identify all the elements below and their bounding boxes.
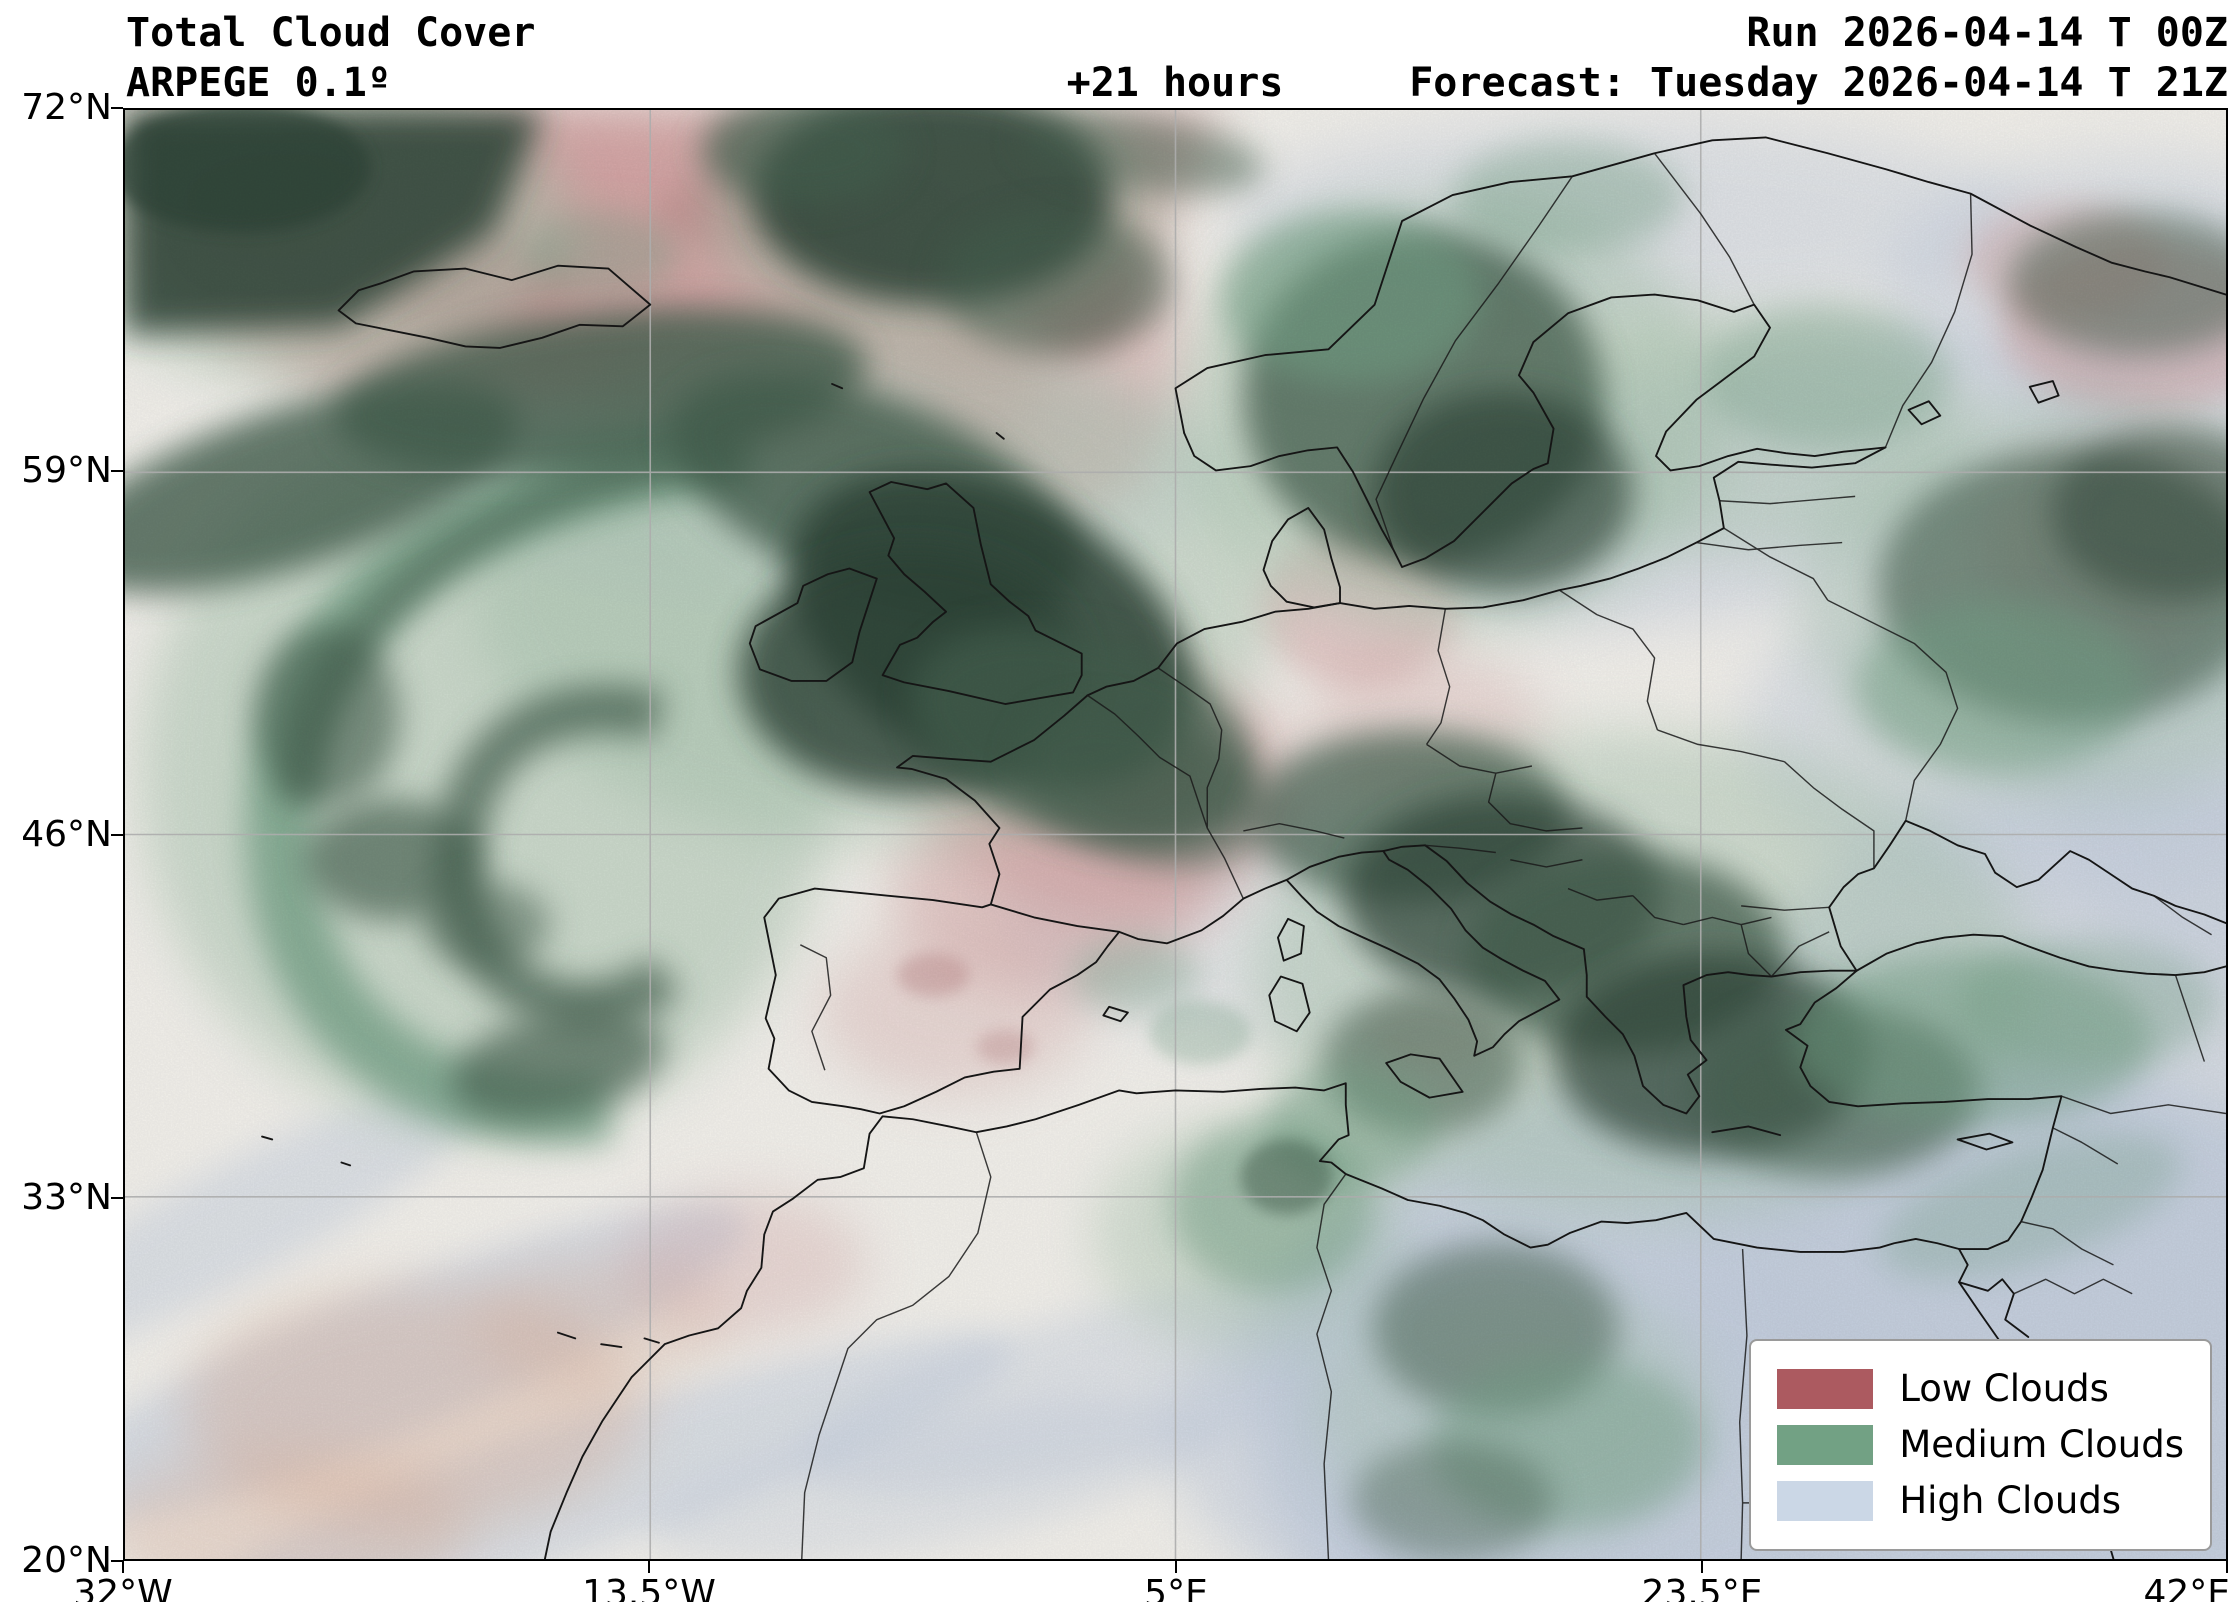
run-info-block: Run 2026-04-14 T 00Z Forecast: Tuesday 2…: [1409, 8, 2228, 108]
legend-item-low: Low Clouds: [1777, 1367, 2184, 1411]
run-label: Run 2026-04-14 T 00Z: [1746, 10, 2228, 56]
lat-tick-label: 46°N: [21, 814, 112, 855]
map-canvas: [125, 110, 2226, 1559]
legend-item-medium: Medium Clouds: [1777, 1423, 2184, 1467]
legend-label: Low Clouds: [1899, 1367, 2109, 1410]
lat-tick-label: 72°N: [21, 87, 112, 128]
model-label: ARPEGE 0.1º: [126, 60, 391, 106]
graticule-grid: [125, 110, 2226, 1559]
lon-tick-label: 13.5°W: [582, 1573, 716, 1602]
map-plot-area: Low Clouds Medium Clouds High Clouds: [123, 108, 2228, 1561]
legend: Low Clouds Medium Clouds High Clouds: [1749, 1339, 2212, 1551]
tick-mark: [111, 107, 123, 109]
tick-mark: [111, 1197, 123, 1199]
coastlines-layer: [261, 136, 2226, 1559]
tick-mark: [122, 1561, 124, 1573]
legend-label: High Clouds: [1899, 1479, 2122, 1522]
tick-mark: [1175, 1561, 1177, 1573]
forecast-label: Forecast: Tuesday 2026-04-14 T 21Z: [1409, 60, 2228, 106]
lat-tick-label: 20°N: [21, 1540, 112, 1581]
lead-time-label: +21 hours: [1066, 60, 1284, 106]
tick-mark: [111, 1560, 123, 1562]
lon-tick-label: 23.5°E: [1641, 1573, 1763, 1602]
tick-mark: [1701, 1561, 1703, 1573]
tick-mark: [111, 834, 123, 836]
lat-tick-label: 59°N: [21, 450, 112, 491]
medium-clouds-swatch: [1777, 1425, 1874, 1465]
lon-tick-label: 5°E: [1144, 1573, 1208, 1602]
lon-tick-label: 32°W: [73, 1573, 173, 1602]
legend-label: Medium Clouds: [1899, 1423, 2184, 1466]
high-clouds-swatch: [1777, 1481, 1874, 1521]
tick-mark: [648, 1561, 650, 1573]
tick-mark: [2226, 1561, 2228, 1573]
lat-tick-label: 33°N: [21, 1177, 112, 1218]
country-borders-layer: [799, 152, 2226, 1559]
legend-item-high: High Clouds: [1777, 1479, 2184, 1523]
page-title: Total Cloud Cover: [126, 10, 536, 56]
low-clouds-swatch: [1777, 1369, 1874, 1409]
figure-title-block: Total Cloud Cover ARPEGE 0.1º: [126, 8, 535, 108]
tick-mark: [111, 470, 123, 472]
lon-tick-label: 42°E: [2143, 1573, 2230, 1602]
